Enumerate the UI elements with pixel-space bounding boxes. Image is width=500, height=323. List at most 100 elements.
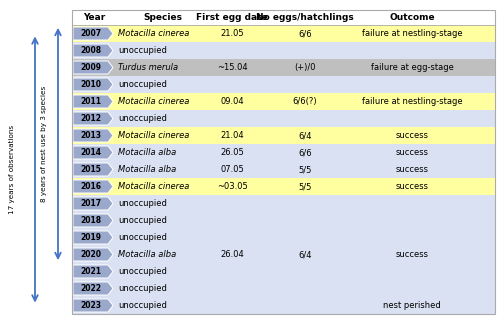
Polygon shape <box>73 27 113 40</box>
Text: Motacilla alba: Motacilla alba <box>118 250 176 259</box>
Polygon shape <box>73 78 113 91</box>
Text: 2022: 2022 <box>80 284 101 293</box>
Text: success: success <box>396 165 428 174</box>
Text: ~15.04: ~15.04 <box>216 63 248 72</box>
Polygon shape <box>73 299 113 312</box>
Text: 26.05: 26.05 <box>220 148 244 157</box>
Text: failure at egg-stage: failure at egg-stage <box>370 63 454 72</box>
Text: Motacilla cinerea: Motacilla cinerea <box>118 182 190 191</box>
Polygon shape <box>73 214 113 227</box>
Bar <box>72 195 495 212</box>
Text: 2016: 2016 <box>80 182 101 191</box>
Bar <box>72 144 495 161</box>
Text: 2019: 2019 <box>80 233 101 242</box>
Text: failure at nestling-stage: failure at nestling-stage <box>362 29 462 38</box>
Text: Species: Species <box>144 13 182 22</box>
Text: failure at nestling-stage: failure at nestling-stage <box>362 97 462 106</box>
Bar <box>72 297 495 314</box>
Text: 6/6: 6/6 <box>298 29 312 38</box>
Text: 2007: 2007 <box>80 29 101 38</box>
Text: success: success <box>396 250 428 259</box>
Bar <box>72 110 495 127</box>
Bar <box>72 76 495 93</box>
Text: ~03.05: ~03.05 <box>216 182 248 191</box>
Text: 09.04: 09.04 <box>220 97 244 106</box>
Text: 07.05: 07.05 <box>220 165 244 174</box>
Bar <box>72 127 495 144</box>
Text: unoccupied: unoccupied <box>118 80 167 89</box>
Text: 2008: 2008 <box>80 46 101 55</box>
Polygon shape <box>73 61 113 74</box>
Bar <box>72 93 495 110</box>
Text: 17 years of observations: 17 years of observations <box>9 125 15 214</box>
Text: unoccupied: unoccupied <box>118 301 167 310</box>
Bar <box>72 59 495 76</box>
Text: No eggs/hatchlings: No eggs/hatchlings <box>256 13 354 22</box>
Text: unoccupied: unoccupied <box>118 267 167 276</box>
Polygon shape <box>73 146 113 159</box>
Text: 2009: 2009 <box>80 63 101 72</box>
Text: 5/5: 5/5 <box>298 165 312 174</box>
Text: 2017: 2017 <box>80 199 101 208</box>
Text: Outcome: Outcome <box>389 13 435 22</box>
Text: 2014: 2014 <box>80 148 101 157</box>
Polygon shape <box>73 180 113 193</box>
Polygon shape <box>73 163 113 176</box>
Text: 5/5: 5/5 <box>298 182 312 191</box>
Text: 6/6: 6/6 <box>298 148 312 157</box>
Text: success: success <box>396 131 428 140</box>
Text: 2010: 2010 <box>80 80 101 89</box>
Bar <box>72 10 495 314</box>
Polygon shape <box>73 265 113 278</box>
Text: Turdus merula: Turdus merula <box>118 63 178 72</box>
Text: 6/6(?): 6/6(?) <box>292 97 318 106</box>
Polygon shape <box>73 95 113 108</box>
Polygon shape <box>73 44 113 57</box>
Text: Motacilla cinerea: Motacilla cinerea <box>118 97 190 106</box>
Polygon shape <box>73 282 113 295</box>
Text: 2023: 2023 <box>80 301 101 310</box>
Text: Motacilla alba: Motacilla alba <box>118 165 176 174</box>
Text: unoccupied: unoccupied <box>118 46 167 55</box>
Bar <box>72 229 495 246</box>
Text: 2013: 2013 <box>80 131 101 140</box>
Bar <box>72 161 495 178</box>
Text: Motacilla cinerea: Motacilla cinerea <box>118 29 190 38</box>
Text: 21.05: 21.05 <box>220 29 244 38</box>
Bar <box>72 263 495 280</box>
Text: unoccupied: unoccupied <box>118 114 167 123</box>
Text: 2018: 2018 <box>80 216 101 225</box>
Text: unoccupied: unoccupied <box>118 199 167 208</box>
Bar <box>72 178 495 195</box>
Text: unoccupied: unoccupied <box>118 216 167 225</box>
Bar <box>72 25 495 42</box>
Text: 26.04: 26.04 <box>220 250 244 259</box>
Polygon shape <box>73 129 113 142</box>
Text: success: success <box>396 182 428 191</box>
Text: 2015: 2015 <box>80 165 101 174</box>
Bar <box>72 246 495 263</box>
Text: 6/4: 6/4 <box>298 250 312 259</box>
Text: 2012: 2012 <box>80 114 101 123</box>
Text: First egg date: First egg date <box>196 13 268 22</box>
Text: Motacilla alba: Motacilla alba <box>118 148 176 157</box>
Bar <box>72 280 495 297</box>
Text: Year: Year <box>83 13 105 22</box>
Text: unoccupied: unoccupied <box>118 284 167 293</box>
Text: (+)/0: (+)/0 <box>294 63 316 72</box>
Bar <box>72 42 495 59</box>
Text: success: success <box>396 148 428 157</box>
Bar <box>72 212 495 229</box>
Text: nest perished: nest perished <box>383 301 441 310</box>
Polygon shape <box>73 231 113 244</box>
Polygon shape <box>73 248 113 261</box>
Text: Motacilla cinerea: Motacilla cinerea <box>118 131 190 140</box>
Text: 6/4: 6/4 <box>298 131 312 140</box>
Text: 2021: 2021 <box>80 267 101 276</box>
Text: 2011: 2011 <box>80 97 101 106</box>
Text: 21.04: 21.04 <box>220 131 244 140</box>
Polygon shape <box>73 112 113 125</box>
Text: unoccupied: unoccupied <box>118 233 167 242</box>
Polygon shape <box>73 197 113 210</box>
Text: 8 years of nest use by 3 species: 8 years of nest use by 3 species <box>41 86 47 202</box>
